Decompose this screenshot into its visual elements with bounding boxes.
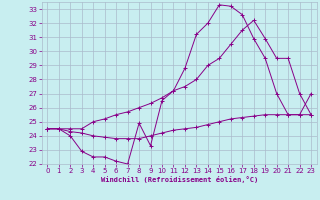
X-axis label: Windchill (Refroidissement éolien,°C): Windchill (Refroidissement éolien,°C) — [100, 176, 258, 183]
